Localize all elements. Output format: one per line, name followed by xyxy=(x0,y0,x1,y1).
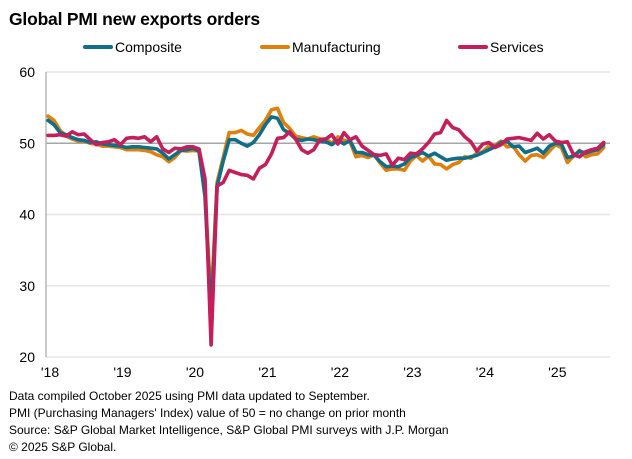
x-tick-label: '20 xyxy=(186,364,204,380)
legend-swatch-services xyxy=(458,45,488,49)
x-tick-label: '19 xyxy=(113,364,131,380)
legend-item-manufacturing: Manufacturing xyxy=(260,39,381,55)
x-tick-labels: '18 '19 '20 '21 '22 '23 '24 '25 xyxy=(41,364,567,380)
legend-swatch-manufacturing xyxy=(260,45,290,49)
footnotes: Data compiled October 2025 using PMI dat… xyxy=(9,388,449,456)
footnote-source: Source: S&P Global Market Intelligence, … xyxy=(9,423,449,437)
y-tick-label: 30 xyxy=(19,278,35,294)
x-tick-label: '24 xyxy=(476,364,494,380)
chart-legend: Composite Manufacturing Services xyxy=(0,39,632,59)
legend-label-manufacturing: Manufacturing xyxy=(292,39,381,55)
legend-label-services: Services xyxy=(490,39,544,55)
legend-swatch-composite xyxy=(83,45,113,49)
series-line-composite xyxy=(46,115,606,320)
x-tick-label: '22 xyxy=(331,364,349,380)
footnote-pmi-definition: PMI (Purchasing Managers' Index) value o… xyxy=(9,406,406,420)
chart-title: Global PMI new exports orders xyxy=(9,9,260,29)
y-tick-label: 50 xyxy=(19,135,35,151)
footnote-data-compiled: Data compiled October 2025 using PMI dat… xyxy=(9,389,370,403)
x-tick-label: '18 xyxy=(41,364,59,380)
x-tick-label: '21 xyxy=(258,364,276,380)
x-tick-label: '23 xyxy=(403,364,421,380)
series-lines xyxy=(46,106,606,347)
x-tick-label: '25 xyxy=(548,364,566,380)
series-line-services xyxy=(46,118,606,347)
gridlines xyxy=(46,71,610,358)
legend-item-composite: Composite xyxy=(83,39,182,55)
legend-item-services: Services xyxy=(458,39,544,55)
footnote-copyright: © 2025 S&P Global. xyxy=(9,440,117,454)
legend-label-composite: Composite xyxy=(115,39,182,55)
y-tick-labels: 20 30 40 50 60 xyxy=(19,64,35,365)
y-tick-label: 20 xyxy=(19,349,35,365)
y-tick-label: 60 xyxy=(19,64,35,80)
y-tick-label: 40 xyxy=(19,207,35,223)
